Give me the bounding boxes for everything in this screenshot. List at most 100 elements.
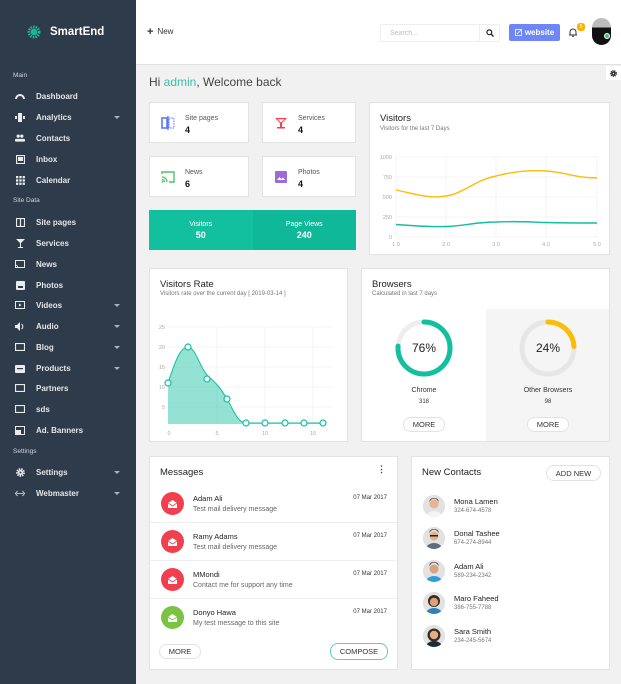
contact-item[interactable]: Maro Faheed 386-755-7788 [423,592,603,618]
brand-name: SmartEnd [50,26,105,38]
website-button[interactable]: website [509,24,560,41]
sidebar-item-photos[interactable]: Photos [0,275,136,295]
card-title: Messages [160,467,204,478]
section-site-data: Site Data [13,197,40,204]
search-button[interactable] [479,25,499,41]
card-subtitle: Visitors rate over the current day [ 201… [160,291,286,297]
other-browsers-more-button[interactable]: MORE [527,417,569,432]
message-date: 07 Mar 2017 [353,609,387,615]
sidebar-item-products[interactable]: Products [0,358,136,378]
y-tick: 1000 [380,155,392,161]
sidebar-item-label: Ad. Banners [36,425,84,435]
contact-avatar [423,592,445,614]
sidebar-item-dashboard[interactable]: Dashboard [0,86,136,106]
sidebar-item-label: Contacts [36,133,71,143]
sidebar-item-analytics[interactable]: Analytics [0,107,136,127]
sidebar-item-partners[interactable]: Partners [0,378,136,398]
contact-item[interactable]: Sara Smith 234-245-5674 [423,625,603,651]
analytics-icon [15,112,25,122]
chrome-more-button[interactable]: MORE [403,417,445,432]
add-new-contact-button[interactable]: ADD NEW [546,465,601,481]
sidebar-item-label: Services [36,238,69,248]
sidebar-item-label: Blog [36,342,54,352]
sidebar-item-services[interactable]: Services [0,233,136,253]
contact-name: Adam Ali [454,562,484,571]
sidebar-item-sds[interactable]: sds [0,399,136,419]
contact-item[interactable]: Adam Ali 589-234-2342 [423,560,603,586]
sidebar-item-contacts[interactable]: Contacts [0,128,136,148]
y-tick: 15 [159,365,165,371]
message-item[interactable]: Donyo Hawa My test message to this site … [150,599,397,637]
message-item[interactable]: Ramy Adams Test mail delivery message 07… [150,523,397,561]
stat-value: 4 [298,125,304,135]
sidebar-item-settings[interactable]: Settings [0,462,136,482]
sidebar-item-ad-banners[interactable]: Ad. Banners [0,420,136,440]
sidebar-item-inbox[interactable]: Inbox [0,149,136,169]
chevron-down-icon [114,470,120,474]
browser-name: Chrome [411,387,437,394]
sidebar-item-calendar[interactable]: Calendar [0,170,136,190]
code-icon [15,488,25,498]
stat-photos[interactable]: Photos 4 [262,156,356,197]
user-avatar[interactable] [592,18,611,45]
stat-label: News [185,169,203,176]
sidebar-item-label: Analytics [36,112,72,122]
totals-banner: Visitors 50 Page Views 240 [149,210,356,250]
chevron-down-icon [114,324,120,328]
sidebar-item-site-pages[interactable]: Site pages [0,212,136,232]
contact-avatar [423,560,445,582]
contact-item[interactable]: Mona Lamen 324-674-4578 [423,495,603,521]
visitors-card: Visitors Visitors for the last 7 Days 10… [369,102,610,255]
bell-icon[interactable] [569,28,577,37]
compose-button[interactable]: COMPOSE [330,643,388,660]
new-button[interactable]: + New [147,26,174,37]
sidebar-item-webmaster[interactable]: Webmaster [0,483,136,503]
sidebar-item-blog[interactable]: Blog [0,337,136,357]
sidebar-item-label: News [36,259,57,269]
contact-avatar [423,625,445,647]
message-preview: Test mail delivery message [193,506,278,513]
notification-badge: 5 [577,23,585,31]
message-item[interactable]: Adam Ali Test mail delivery message 07 M… [150,485,397,523]
stat-value: 6 [185,179,191,189]
sidebar-item-videos[interactable]: Videos [0,295,136,315]
stat-news[interactable]: News 6 [149,156,249,197]
contact-item[interactable]: Donal Tashee 674-274-8944 [423,527,603,553]
section-settings: Settings [13,448,37,455]
card-subtitle: Visitors for the last 7 Days [380,126,450,132]
message-preview: Contact me for support any time [193,582,293,589]
open-mail-icon [168,575,177,584]
sidebar-item-news[interactable]: News [0,254,136,274]
total-value: 50 [195,229,206,240]
chrome-percent: 76% [411,341,437,355]
website-button-label: website [524,28,555,37]
messages-more-button[interactable]: MORE [159,644,201,659]
new-button-label: New [157,27,174,36]
total-page-views: Page Views 240 [252,210,356,250]
folder-icon [15,342,25,352]
y-tick: 20 [159,345,165,351]
stat-services[interactable]: Services 4 [262,102,356,143]
settings-toggle[interactable] [606,66,621,80]
total-visitors: Visitors 50 [149,210,253,250]
message-item[interactable]: MMondi Contact me for support any time 0… [150,561,397,599]
x-tick: 10 [262,431,268,437]
search-icon [485,29,494,37]
y-tick: 0 [389,235,392,241]
brand-logo[interactable]: SmartEnd [27,25,104,39]
contacts-icon [15,133,25,143]
search-input[interactable] [381,25,481,41]
stat-label: Site pages [185,115,219,122]
stat-label: Services [298,115,325,122]
chevron-down-icon [114,491,120,495]
sidebar-item-label: Videos [36,300,63,310]
sidebar-item-audio[interactable]: Audio [0,316,136,336]
contact-phone: 674-274-8944 [454,540,492,546]
message-avatar [161,606,184,629]
welcome-username[interactable]: admin [163,75,197,89]
stat-site-pages[interactable]: Site pages 4 [149,102,249,143]
y-tick: 10 [159,385,165,391]
card-title: New Contacts [422,467,482,478]
more-options-icon[interactable]: ⋮ [377,464,386,474]
audio-icon [15,321,25,331]
